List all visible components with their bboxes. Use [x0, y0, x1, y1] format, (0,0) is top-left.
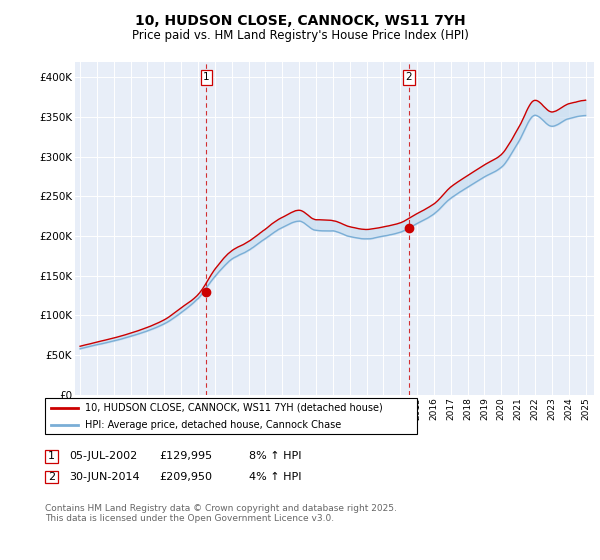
Text: 8% ↑ HPI: 8% ↑ HPI	[249, 451, 302, 461]
Text: Price paid vs. HM Land Registry's House Price Index (HPI): Price paid vs. HM Land Registry's House …	[131, 29, 469, 42]
Text: 1: 1	[48, 451, 55, 461]
Text: 10, HUDSON CLOSE, CANNOCK, WS11 7YH (detached house): 10, HUDSON CLOSE, CANNOCK, WS11 7YH (det…	[85, 403, 383, 413]
Text: 2: 2	[48, 472, 55, 482]
Text: 10, HUDSON CLOSE, CANNOCK, WS11 7YH: 10, HUDSON CLOSE, CANNOCK, WS11 7YH	[134, 14, 466, 28]
Text: Contains HM Land Registry data © Crown copyright and database right 2025.
This d: Contains HM Land Registry data © Crown c…	[45, 504, 397, 524]
Text: 4% ↑ HPI: 4% ↑ HPI	[249, 472, 302, 482]
Text: £209,950: £209,950	[159, 472, 212, 482]
Text: 2: 2	[406, 72, 412, 82]
Text: 05-JUL-2002: 05-JUL-2002	[69, 451, 137, 461]
Text: 1: 1	[203, 72, 210, 82]
Text: HPI: Average price, detached house, Cannock Chase: HPI: Average price, detached house, Cann…	[85, 420, 341, 430]
Text: £129,995: £129,995	[159, 451, 212, 461]
Text: 30-JUN-2014: 30-JUN-2014	[69, 472, 140, 482]
